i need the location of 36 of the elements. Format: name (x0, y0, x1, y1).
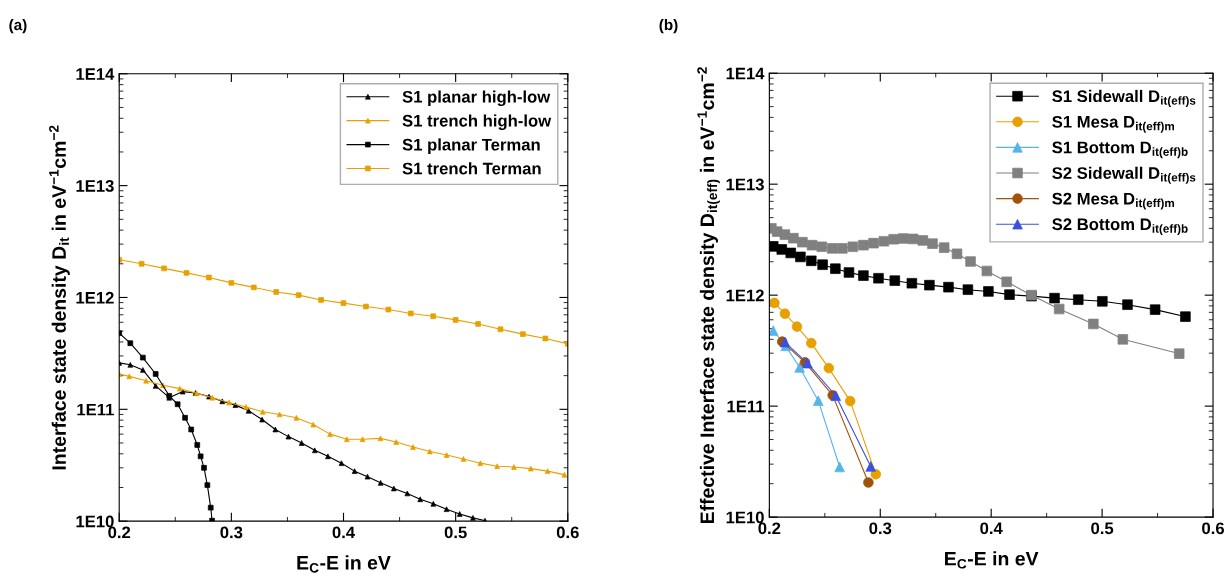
x-tick-label: 0.3 (869, 522, 892, 535)
legend-label: S1 Bottom D$_{it(eff)b}$ (1052, 141, 1188, 159)
legend-label: S2 Mesa D$_{it(eff)m}$ (1052, 192, 1175, 210)
legend-label: S2 Bottom D$_{it(eff)b}$ (1052, 218, 1188, 236)
x-tick-label: 0.5 (444, 526, 467, 539)
y-axis-title: Interface state density D$_{it}$ in eV$^{−1}$cm$^{−2}$ (49, 125, 70, 470)
y-axis-title: Effective Interface state density D$_{it(eff)}$ in eV$^{−1}$cm$^{−2}$ (697, 67, 720, 524)
x-tick-label: 0.5 (1091, 522, 1114, 535)
x-axis-title: E$_{C}$-E in eV (297, 555, 391, 573)
legend-label: S1 trench Terman (402, 162, 541, 175)
y-tick-label: 1E11 (727, 400, 765, 413)
legend-label: S1 Sidewall D$_{it(eff)s}$ (1052, 89, 1196, 108)
legend-label: S2 Sidewall D$_{it(eff)s}$ (1052, 166, 1196, 184)
legend-label: S1 Mesa D$_{it(eff)m}$ (1052, 115, 1175, 133)
y-tick-label: 1E10 (726, 511, 764, 524)
chart-title: (a) (9, 19, 27, 34)
x-axis-title: E$_{C}$-E in eV (945, 551, 1039, 569)
x-tick-label: 0.4 (980, 522, 1003, 535)
y-tick-label: 1E13 (726, 178, 764, 191)
legend-label: S1 planar Terman (402, 138, 540, 154)
y-tick-label: 1E12 (726, 289, 764, 302)
y-tick-label: 1E12 (76, 291, 114, 304)
y-tick-label: 1E14 (76, 68, 115, 80)
y-tick-label: 1E11 (77, 403, 114, 416)
y-tick-label: 1E14 (726, 67, 765, 80)
x-tick-label: 0.2 (108, 526, 131, 539)
legend-label: S1 planar high-low (402, 90, 551, 107)
x-tick-label: 0.6 (556, 526, 579, 539)
chart-title: (b) (659, 19, 678, 34)
x-tick-label: 0.6 (1202, 522, 1225, 535)
x-tick-label: 0.3 (220, 526, 243, 539)
x-tick-label: 0.4 (332, 526, 355, 539)
legend-label: S1 trench high-low (402, 114, 552, 131)
y-tick-label: 1E10 (76, 515, 114, 528)
x-tick-label: 0.2 (758, 522, 781, 535)
y-tick-label: 1E13 (76, 180, 114, 192)
